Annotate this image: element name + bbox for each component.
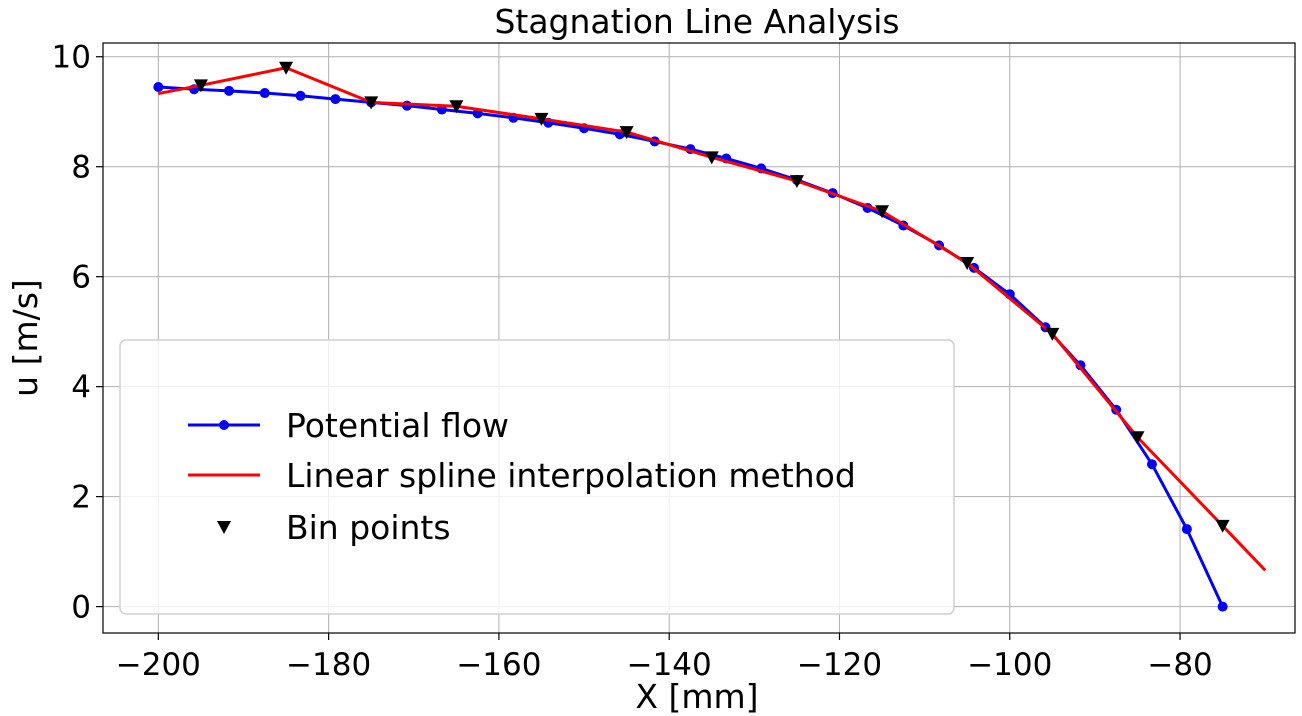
data-point bbox=[153, 81, 164, 92]
legend-marker bbox=[217, 521, 231, 534]
chart-title: Stagnation Line Analysis bbox=[494, 2, 899, 41]
bin-point-marker bbox=[279, 61, 294, 75]
legend-label: Bin points bbox=[286, 508, 451, 547]
x-axis-ticks: −200 −180 −160 −140 −120 −100 −80 bbox=[116, 633, 1213, 683]
y-tick-label: 6 bbox=[71, 260, 91, 296]
data-point bbox=[224, 85, 235, 96]
bin-point-marker bbox=[875, 205, 890, 219]
plot-series bbox=[153, 61, 1267, 612]
x-tick-label: −120 bbox=[797, 647, 882, 683]
legend-box bbox=[119, 339, 955, 615]
y-tick-label: 8 bbox=[71, 150, 91, 186]
legend-marker bbox=[219, 420, 229, 430]
bin-point-marker bbox=[534, 112, 549, 126]
bin-point-marker bbox=[960, 256, 975, 270]
x-tick-label: −160 bbox=[456, 647, 541, 683]
data-point bbox=[1146, 459, 1157, 470]
legend: Potential flow Linear spline interpolatio… bbox=[119, 339, 955, 615]
data-point bbox=[401, 100, 412, 111]
x-tick-label: −100 bbox=[967, 647, 1052, 683]
y-tick-label: 0 bbox=[71, 590, 91, 626]
bin-point-marker bbox=[789, 175, 804, 189]
series-2 bbox=[193, 61, 1230, 533]
bin-point-marker bbox=[193, 79, 208, 93]
y-axis-ticks: 0 2 4 6 8 10 bbox=[52, 40, 103, 626]
bin-point-marker bbox=[704, 151, 719, 165]
y-tick-label: 10 bbox=[52, 40, 91, 76]
data-point bbox=[1181, 524, 1192, 535]
bin-point-marker bbox=[1045, 327, 1060, 341]
bin-point-marker bbox=[1130, 431, 1145, 445]
x-tick-label: −180 bbox=[286, 647, 371, 683]
y-tick-label: 4 bbox=[71, 370, 91, 406]
bin-point-marker bbox=[449, 100, 464, 114]
x-tick-label: −200 bbox=[116, 647, 201, 683]
plot-frame bbox=[102, 42, 1296, 634]
legend-item: Bin points bbox=[217, 508, 451, 547]
bin-point-marker bbox=[364, 96, 379, 110]
data-point bbox=[259, 88, 270, 99]
y-tick-label: 2 bbox=[71, 480, 91, 516]
x-tick-label: −140 bbox=[627, 647, 712, 683]
x-tick-label: −80 bbox=[1147, 647, 1212, 683]
bin-point-marker bbox=[619, 126, 634, 140]
bin-point-marker bbox=[1215, 519, 1230, 533]
data-point bbox=[330, 94, 341, 105]
legend-label: Potential flow bbox=[286, 406, 509, 445]
legend-label: Linear spline interpolation method bbox=[286, 456, 856, 495]
y-axis-title: u [m/s] bbox=[6, 279, 45, 397]
data-point bbox=[295, 90, 306, 101]
legend-item: Linear spline interpolation method bbox=[188, 456, 856, 495]
legend-item: Potential flow bbox=[188, 406, 509, 445]
data-point bbox=[1217, 601, 1228, 612]
x-axis-title: X [mm] bbox=[635, 677, 758, 716]
